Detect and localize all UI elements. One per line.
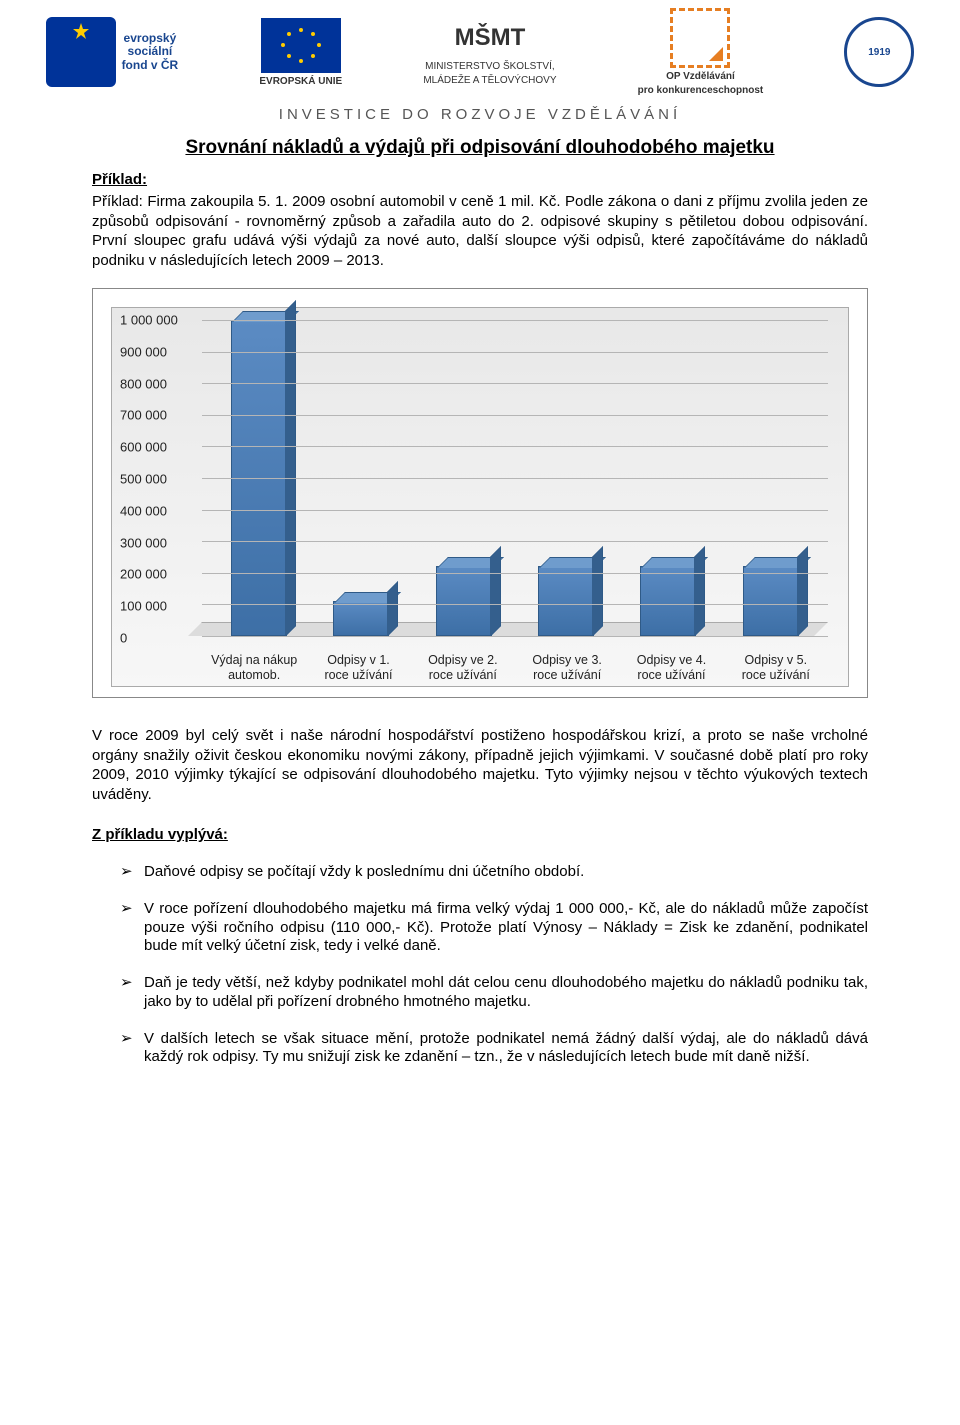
esf-label-2: sociální <box>128 45 173 58</box>
gridline <box>202 415 828 416</box>
gear-year: 1919 <box>868 47 890 58</box>
invest-tagline: INVESTICE DO ROZVOJE VZDĚLÁVÁNÍ <box>0 106 960 123</box>
msmt-label-2: MLÁDEŽE A TĚLOVÝCHOVY <box>423 75 556 86</box>
header-logos: evropský sociální fond v ČR EVROPSKÁ UNI… <box>0 0 960 100</box>
conclusion-list: Daňové odpisy se počítají vždy k posledn… <box>92 863 868 1067</box>
x-tick-label: Odpisy ve 4. roce užívání <box>626 653 716 682</box>
gridline <box>202 541 828 542</box>
msmt-icon: MŠMT <box>430 18 550 58</box>
op-logo: OP Vzdělávání pro konkurenceschopnost <box>638 8 764 96</box>
chart-bar <box>538 566 594 636</box>
y-tick-label: 500 000 <box>120 472 167 487</box>
example-label: Příklad: <box>92 171 868 188</box>
msmt-logo: MŠMT MINISTERSTVO ŠKOLSTVÍ, MLÁDEŽE A TĚ… <box>423 18 556 86</box>
page-title: Srovnání nákladů a výdajů při odpisování… <box>92 137 868 159</box>
gridline <box>202 573 828 574</box>
y-tick-label: 0 <box>120 631 127 646</box>
esf-text: evropský sociální fond v ČR <box>122 32 179 72</box>
x-tick-label: Odpisy v 1. roce užívání <box>313 653 403 682</box>
op-icon <box>670 8 730 68</box>
op-label-1: OP Vzdělávání <box>666 71 735 82</box>
y-tick-label: 400 000 <box>120 503 167 518</box>
y-tick-label: 100 000 <box>120 599 167 614</box>
x-tick-label: Odpisy ve 3. roce užívání <box>522 653 612 682</box>
gridline <box>202 510 828 511</box>
op-label-2: pro konkurenceschopnost <box>638 85 764 96</box>
esf-star-icon <box>46 17 116 87</box>
gear-icon: 1919 <box>844 17 914 87</box>
chart-container: 0 100 000 200 000 300 000 400 000 500 000 600 … <box>92 288 868 698</box>
gridline <box>202 383 828 384</box>
plot-area <box>202 320 828 636</box>
x-tick-label: Výdaj na nákup automob. <box>209 653 299 682</box>
chart-plot: 0 100 000 200 000 300 000 400 000 500 000 600 … <box>111 307 849 687</box>
gridline <box>202 320 828 321</box>
document-content: Srovnání nákladů a výdajů při odpisování… <box>0 137 960 1125</box>
y-tick-label: 700 000 <box>120 408 167 423</box>
esf-logo-group: evropský sociální fond v ČR <box>46 17 179 87</box>
conclusion-item: Daň je tedy větší, než kdyby podnikatel … <box>120 974 868 1012</box>
gridline <box>202 478 828 479</box>
after-chart-paragraph: V roce 2009 byl celý svět i naše národní… <box>92 726 868 804</box>
y-tick-label: 600 000 <box>120 440 167 455</box>
x-tick-label: Odpisy ve 2. roce užívání <box>418 653 508 682</box>
example-paragraph: Příklad: Firma zakoupila 5. 1. 2009 osob… <box>92 192 868 270</box>
conclusion-item: V roce pořízení dlouhodobého majetku má … <box>120 900 868 956</box>
msmt-label-1: MINISTERSTVO ŠKOLSTVÍ, <box>425 61 554 72</box>
y-tick-label: 1 000 000 <box>120 313 178 328</box>
esf-label-3: fond v ČR <box>122 59 179 72</box>
chart-bar <box>743 566 799 636</box>
chart-bar <box>640 566 696 636</box>
x-axis-labels: Výdaj na nákup automob. Odpisy v 1. roce … <box>202 653 828 682</box>
chart-bar <box>436 566 492 636</box>
y-tick-label: 900 000 <box>120 344 167 359</box>
gridline <box>202 352 828 353</box>
eu-logo: EVROPSKÁ UNIE <box>259 18 342 87</box>
x-tick-label: Odpisy v 5. roce užívání <box>731 653 821 682</box>
y-tick-label: 800 000 <box>120 376 167 391</box>
y-tick-label: 300 000 <box>120 535 167 550</box>
eu-label: EVROPSKÁ UNIE <box>259 76 342 87</box>
gridline <box>202 604 828 605</box>
eu-flag-icon <box>261 18 341 73</box>
gear-logo: 1919 <box>844 17 914 87</box>
conclusion-item: Daňové odpisy se počítají vždy k posledn… <box>120 863 868 882</box>
y-tick-label: 200 000 <box>120 567 167 582</box>
chart-bar <box>333 601 389 636</box>
gridline <box>202 446 828 447</box>
conclusion-label: Z příkladu vyplývá: <box>92 826 868 843</box>
gridline <box>202 636 828 637</box>
conclusion-item: V dalších letech se však situace mění, p… <box>120 1030 868 1068</box>
